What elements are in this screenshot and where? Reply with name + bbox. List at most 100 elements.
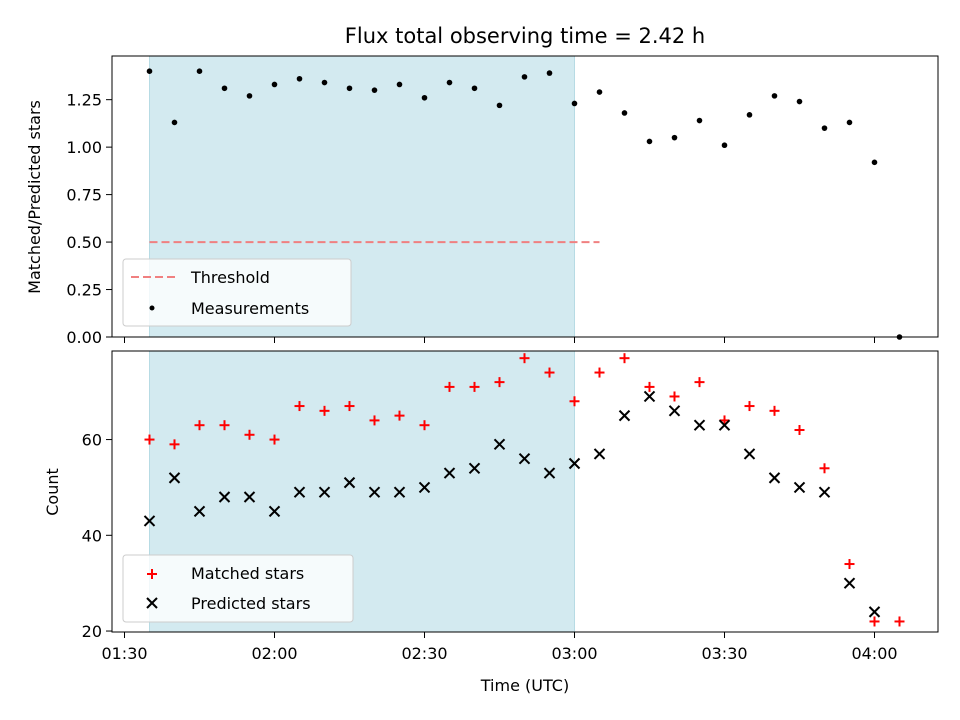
top-y-tick-label: 0.50 xyxy=(66,233,102,252)
matched-star-point xyxy=(494,377,505,388)
measurement-point xyxy=(296,75,303,82)
bottom-panel: 20 40 60 01:30 02:00 02:30 03:00 03:30 04:00 Cou… xyxy=(43,350,939,695)
x-axis-label: Time (UTC) xyxy=(480,676,569,695)
matched-star-point xyxy=(794,424,805,435)
matched-star-point xyxy=(319,405,330,416)
measurement-point xyxy=(696,117,703,124)
measurement-point xyxy=(596,89,603,95)
matched-star-point xyxy=(844,559,855,570)
predicted-star-point xyxy=(518,453,531,465)
measurement-point xyxy=(721,142,728,149)
predicted-star-point xyxy=(668,405,681,417)
matched-star-point xyxy=(744,401,755,412)
predicted-star-point xyxy=(843,577,856,589)
matched-star-point xyxy=(694,377,705,388)
predicted-star-point xyxy=(793,481,806,494)
legend-matched-swatch xyxy=(147,569,157,579)
predicted-star-point xyxy=(693,419,706,431)
matched-star-point xyxy=(469,381,480,392)
predicted-star-point xyxy=(718,419,731,431)
predicted-star-point xyxy=(418,481,431,494)
bottom-x-tick-label: 02:00 xyxy=(251,644,297,663)
matched-star-point xyxy=(644,381,655,392)
matched-star-point xyxy=(569,396,580,407)
predicted-star-point xyxy=(293,486,306,498)
measurement-point xyxy=(621,110,628,116)
top-panel-frame xyxy=(111,55,939,338)
top-y-tick-label: 0.00 xyxy=(66,328,102,347)
measurement-point xyxy=(346,85,353,92)
predicted-stars-series xyxy=(143,390,881,618)
measurement-point xyxy=(846,119,853,126)
matched-star-point xyxy=(444,381,455,392)
matched-star-point xyxy=(269,434,280,445)
predicted-star-point xyxy=(393,486,406,498)
bottom-y-tick-label: 60 xyxy=(82,431,102,450)
top-panel: 0.00 0.25 0.50 0.75 1.00 1.25 Matched/Predict… xyxy=(25,55,939,347)
bottom-x-tick-label: 04:00 xyxy=(851,644,897,663)
top-legend-box xyxy=(122,258,352,327)
measurement-point xyxy=(496,102,503,109)
measurement-point xyxy=(271,81,278,88)
matched-star-point xyxy=(594,367,605,378)
predicted-star-point xyxy=(193,505,206,518)
measurement-point xyxy=(671,134,678,141)
measurement-point xyxy=(221,85,228,92)
matched-star-point xyxy=(619,353,630,364)
top-y-tick-label: 1.25 xyxy=(66,91,102,110)
predicted-star-point xyxy=(818,486,831,498)
predicted-star-point xyxy=(343,476,356,489)
measurement-point xyxy=(321,79,328,86)
matched-star-point xyxy=(769,405,780,416)
predicted-star-point xyxy=(318,486,331,498)
predicted-star-point xyxy=(168,472,181,484)
predicted-star-point xyxy=(493,438,506,451)
measurement-point xyxy=(796,98,803,105)
matched-star-point xyxy=(244,429,255,440)
measurement-point xyxy=(546,70,553,76)
matched-star-point xyxy=(819,463,830,474)
measurement-point xyxy=(446,79,453,86)
measurement-point xyxy=(571,100,578,107)
measurement-point xyxy=(246,93,253,99)
measurement-point xyxy=(396,81,403,88)
legend-measurements-label: Measurements xyxy=(191,299,309,318)
predicted-star-point xyxy=(368,486,381,498)
matched-star-point xyxy=(544,367,555,378)
matched-star-point xyxy=(394,410,405,421)
top-y-tick-label: 0.75 xyxy=(66,186,102,205)
measurement-point xyxy=(471,85,478,92)
bottom-y-axis-label: Count xyxy=(43,468,62,516)
legend-threshold-label: Threshold xyxy=(190,268,270,287)
predicted-star-point xyxy=(543,467,556,479)
bottom-legend: Matched stars Predicted stars xyxy=(122,554,354,623)
bottom-y-tick-label: 20 xyxy=(82,622,102,641)
measurement-point xyxy=(171,119,178,126)
predicted-star-point xyxy=(743,448,756,460)
matched-star-point xyxy=(894,616,905,627)
measurement-point xyxy=(421,94,428,101)
matched-star-point xyxy=(219,420,230,431)
measurement-point xyxy=(871,159,878,166)
bottom-x-tick-label: 03:00 xyxy=(551,644,597,663)
measurement-point xyxy=(646,138,653,145)
matched-stars-series xyxy=(144,353,905,627)
matched-star-point xyxy=(869,616,880,627)
bottom-x-tick-label: 01:30 xyxy=(101,644,147,663)
matched-star-point xyxy=(669,391,680,402)
top-y-tick-label: 1.00 xyxy=(66,138,102,157)
matched-star-point xyxy=(294,401,305,412)
bottom-x-tick-label: 02:30 xyxy=(401,644,447,663)
predicted-star-point xyxy=(768,472,781,484)
matched-star-point xyxy=(369,415,380,426)
figure-title: Flux total observing time = 2.42 h xyxy=(345,24,705,48)
measurement-point xyxy=(746,112,753,118)
bottom-panel-frame xyxy=(111,350,939,633)
matched-star-point xyxy=(144,434,155,445)
predicted-star-point xyxy=(868,606,881,618)
matched-star-point xyxy=(719,415,730,426)
matched-star-point xyxy=(344,401,355,412)
measurements-series xyxy=(146,68,903,340)
legend-matched-label: Matched stars xyxy=(191,564,304,583)
